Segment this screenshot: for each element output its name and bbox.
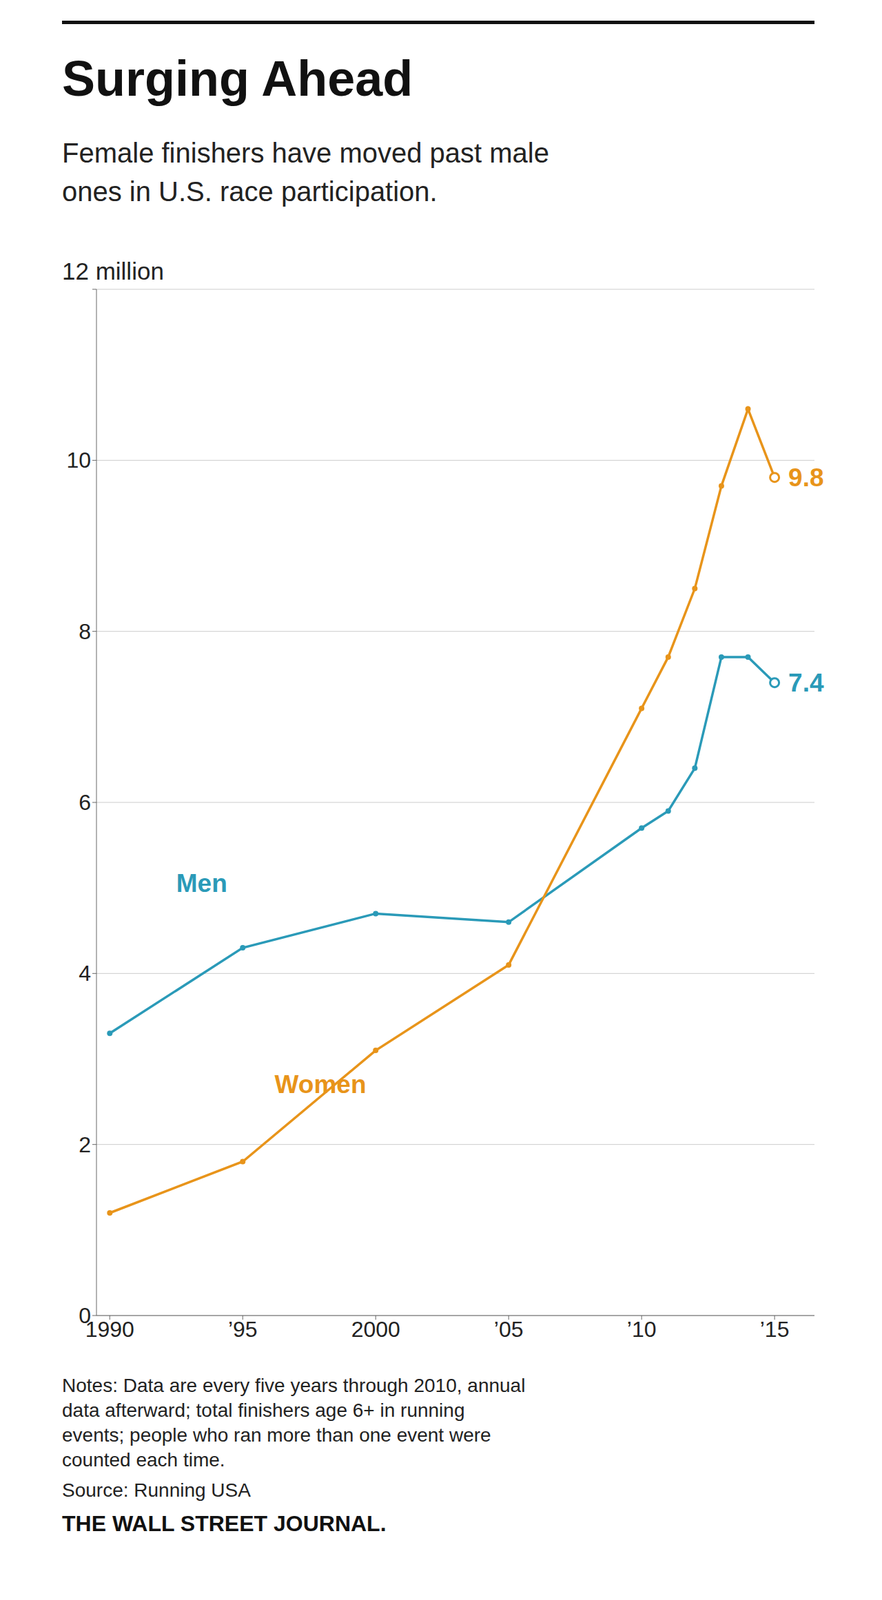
html-text:data afterward; total finisher: data afterward; total finishers age 6+ i… xyxy=(62,1400,465,1422)
svg-text:’15: ’15 xyxy=(760,1317,790,1343)
html-text:ones in U.S. race participatio: ones in U.S. race participation. xyxy=(62,176,438,207)
svg-text:12 million: 12 million xyxy=(62,257,164,285)
html-text:events; people who ran more th: events; people who ran more than one eve… xyxy=(62,1424,492,1447)
svg-text:9.8: 9.8 xyxy=(788,463,824,492)
html-text:THE WALL STREET JOURNAL.: THE WALL STREET JOURNAL. xyxy=(62,1511,387,1537)
svg-text:’05: ’05 xyxy=(494,1317,524,1343)
svg-text:7.4: 7.4 xyxy=(788,669,825,698)
svg-text:4: 4 xyxy=(78,961,91,987)
html-text:counted each time.: counted each time. xyxy=(62,1449,226,1472)
svg-text:Women: Women xyxy=(274,1070,367,1100)
svg-text:1990: 1990 xyxy=(85,1317,135,1343)
svg-text:8: 8 xyxy=(78,619,91,645)
svg-text:2: 2 xyxy=(78,1132,91,1158)
svg-text:2000: 2000 xyxy=(351,1317,401,1343)
svg-text:Men: Men xyxy=(176,869,228,898)
svg-text:10: 10 xyxy=(66,447,91,473)
svg-text:’10: ’10 xyxy=(627,1317,657,1343)
svg-text:6: 6 xyxy=(78,790,91,816)
html-text:Surging Ahead: Surging Ahead xyxy=(62,50,413,107)
html-text:Source: Running USA: Source: Running USA xyxy=(62,1480,251,1502)
svg-text:’95: ’95 xyxy=(228,1317,258,1343)
html-text:Notes: Data are every five yea: Notes: Data are every five years through… xyxy=(62,1375,526,1397)
html-text:Female finishers have moved pa: Female finishers have moved past male xyxy=(62,137,550,169)
svg-text:0: 0 xyxy=(78,1303,91,1329)
